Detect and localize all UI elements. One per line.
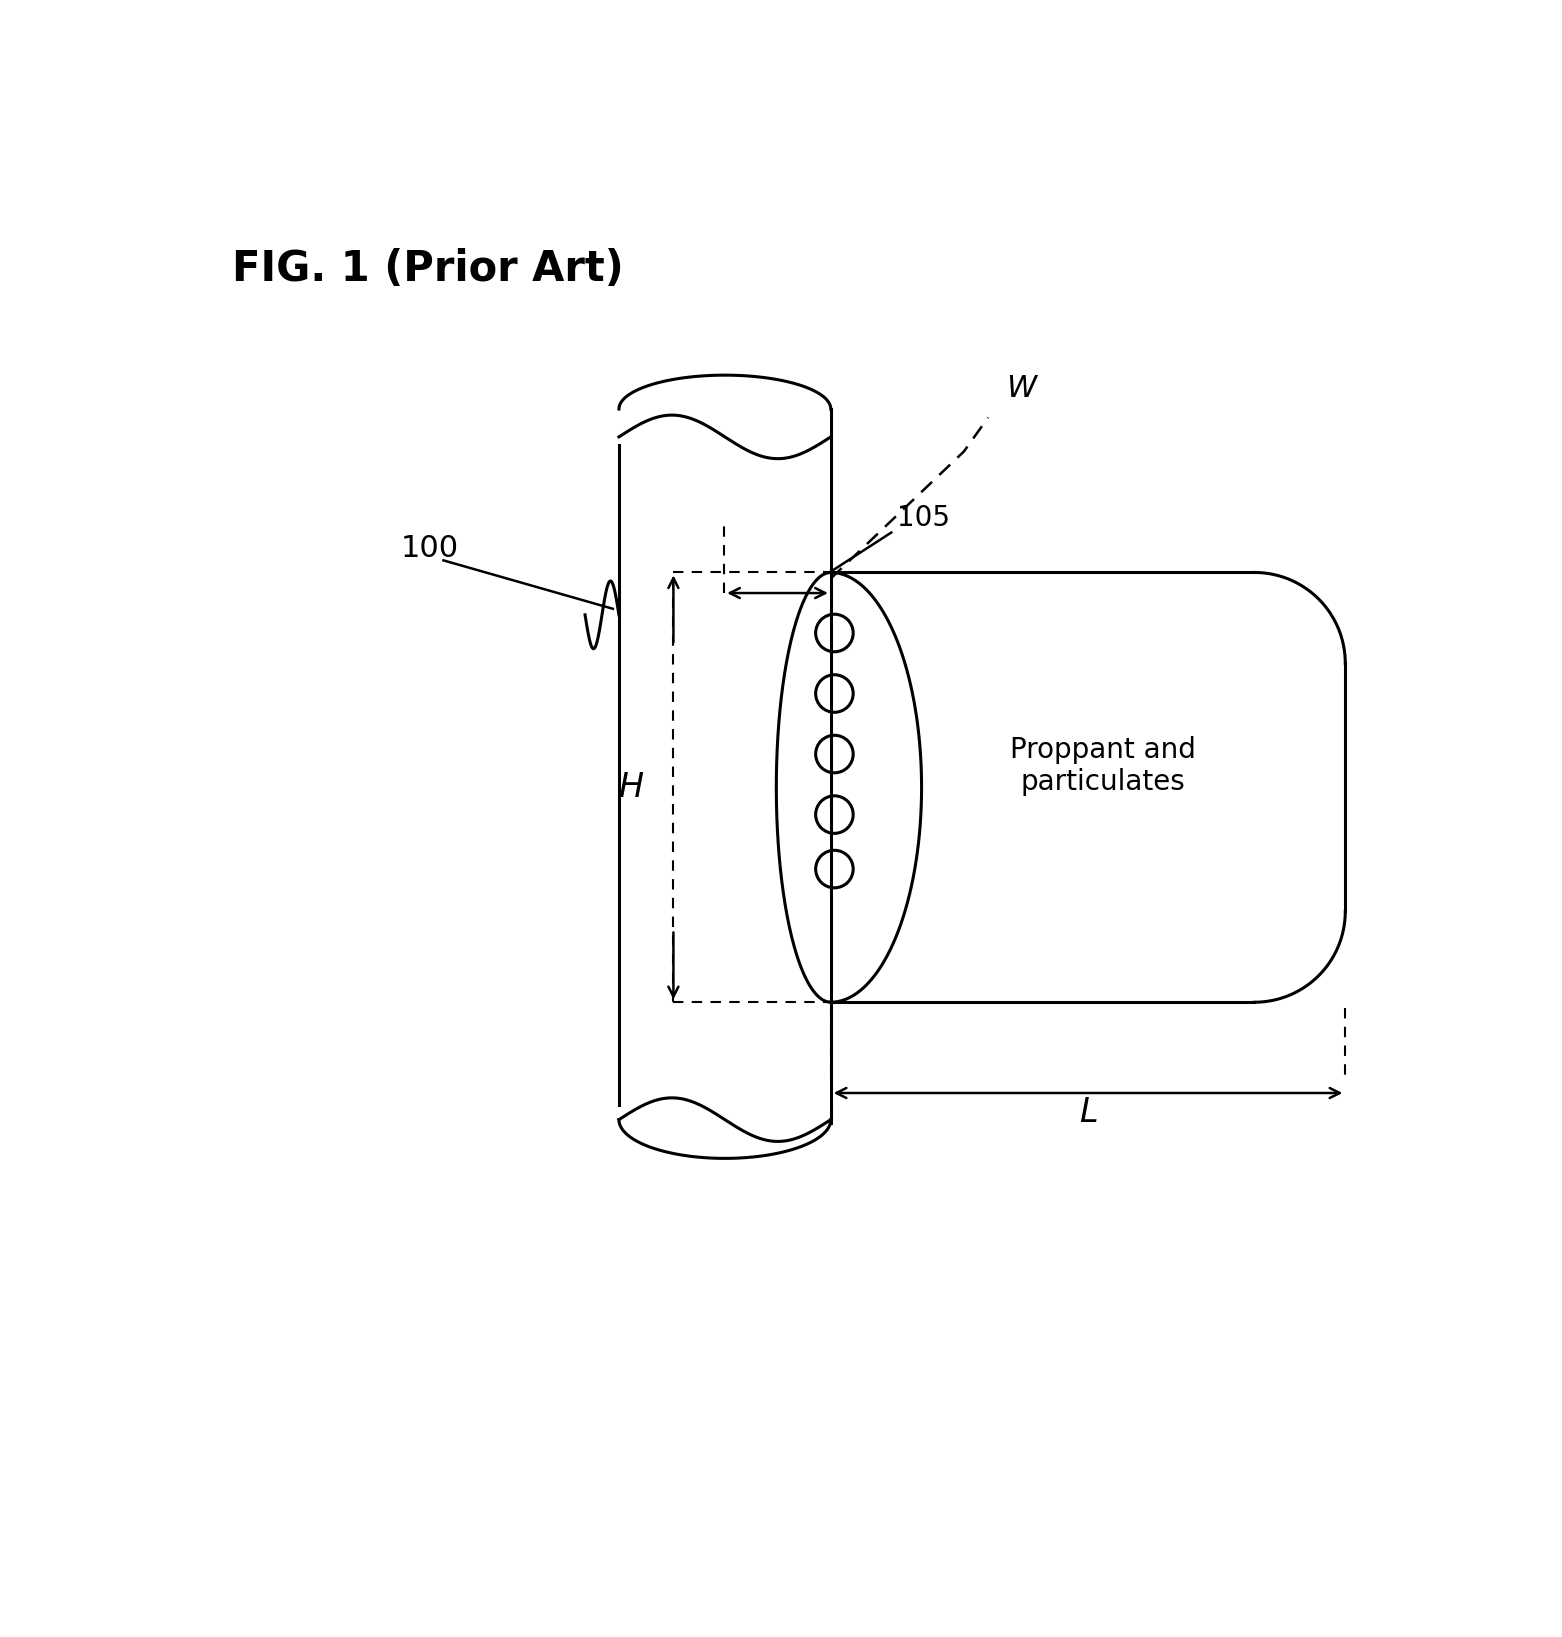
Text: 105: 105: [897, 504, 950, 532]
Text: W: W: [1006, 373, 1037, 403]
Text: H: H: [619, 771, 644, 804]
Text: L: L: [1079, 1097, 1098, 1130]
Text: Proppant and
particulates: Proppant and particulates: [1011, 737, 1196, 796]
Text: 100: 100: [401, 534, 459, 563]
Text: FIG. 1 (Prior Art): FIG. 1 (Prior Art): [231, 249, 623, 290]
